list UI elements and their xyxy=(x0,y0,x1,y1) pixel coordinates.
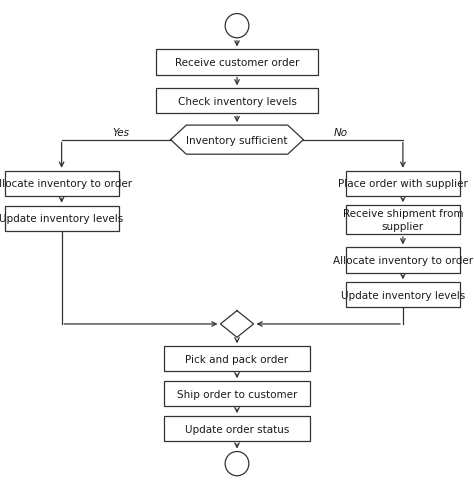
Text: Check inventory levels: Check inventory levels xyxy=(178,97,296,106)
Text: Allocate inventory to order: Allocate inventory to order xyxy=(0,179,132,189)
Text: No: No xyxy=(334,128,348,137)
Text: Receive customer order: Receive customer order xyxy=(175,58,299,68)
Text: Update inventory levels: Update inventory levels xyxy=(341,290,465,300)
FancyBboxPatch shape xyxy=(5,206,118,231)
FancyBboxPatch shape xyxy=(156,89,318,114)
FancyBboxPatch shape xyxy=(164,381,310,407)
FancyBboxPatch shape xyxy=(346,206,460,235)
Text: Place order with supplier: Place order with supplier xyxy=(338,179,468,189)
Text: Allocate inventory to order: Allocate inventory to order xyxy=(333,256,473,265)
FancyBboxPatch shape xyxy=(156,50,318,76)
FancyBboxPatch shape xyxy=(346,248,460,273)
Text: Inventory sufficient: Inventory sufficient xyxy=(186,136,288,145)
Text: Ship order to customer: Ship order to customer xyxy=(177,389,297,399)
Text: Yes: Yes xyxy=(112,128,129,137)
FancyBboxPatch shape xyxy=(164,416,310,441)
FancyBboxPatch shape xyxy=(5,171,118,197)
FancyBboxPatch shape xyxy=(346,283,460,308)
FancyBboxPatch shape xyxy=(164,347,310,372)
Text: Update inventory levels: Update inventory levels xyxy=(0,214,124,224)
Text: Pick and pack order: Pick and pack order xyxy=(185,354,289,364)
Text: Update order status: Update order status xyxy=(185,424,289,434)
Text: Receive shipment from
supplier: Receive shipment from supplier xyxy=(343,209,463,231)
FancyBboxPatch shape xyxy=(346,171,460,197)
